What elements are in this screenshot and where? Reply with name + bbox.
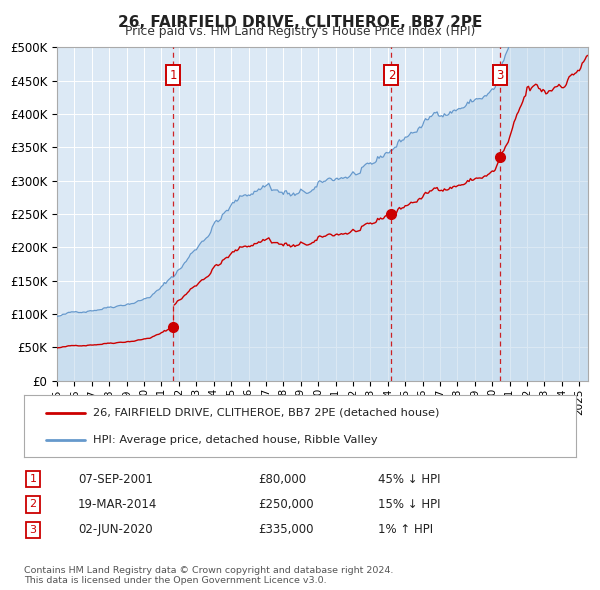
Text: Price paid vs. HM Land Registry's House Price Index (HPI): Price paid vs. HM Land Registry's House … [125, 25, 475, 38]
Text: 2: 2 [388, 68, 395, 81]
Text: 07-SEP-2001: 07-SEP-2001 [78, 473, 153, 486]
Text: 15% ↓ HPI: 15% ↓ HPI [378, 498, 440, 511]
Text: 26, FAIRFIELD DRIVE, CLITHEROE, BB7 2PE (detached house): 26, FAIRFIELD DRIVE, CLITHEROE, BB7 2PE … [93, 408, 439, 418]
Text: 1: 1 [29, 474, 37, 484]
Text: 1: 1 [170, 68, 177, 81]
Text: £250,000: £250,000 [258, 498, 314, 511]
Text: 19-MAR-2014: 19-MAR-2014 [78, 498, 157, 511]
Text: 3: 3 [496, 68, 503, 81]
Text: 1% ↑ HPI: 1% ↑ HPI [378, 523, 433, 536]
Text: 3: 3 [29, 525, 37, 535]
Text: 26, FAIRFIELD DRIVE, CLITHEROE, BB7 2PE: 26, FAIRFIELD DRIVE, CLITHEROE, BB7 2PE [118, 15, 482, 30]
Text: 45% ↓ HPI: 45% ↓ HPI [378, 473, 440, 486]
Text: £80,000: £80,000 [258, 473, 306, 486]
Text: HPI: Average price, detached house, Ribble Valley: HPI: Average price, detached house, Ribb… [93, 435, 377, 445]
Text: Contains HM Land Registry data © Crown copyright and database right 2024.
This d: Contains HM Land Registry data © Crown c… [24, 566, 394, 585]
Text: 2: 2 [29, 500, 37, 509]
Text: £335,000: £335,000 [258, 523, 314, 536]
Text: 02-JUN-2020: 02-JUN-2020 [78, 523, 152, 536]
